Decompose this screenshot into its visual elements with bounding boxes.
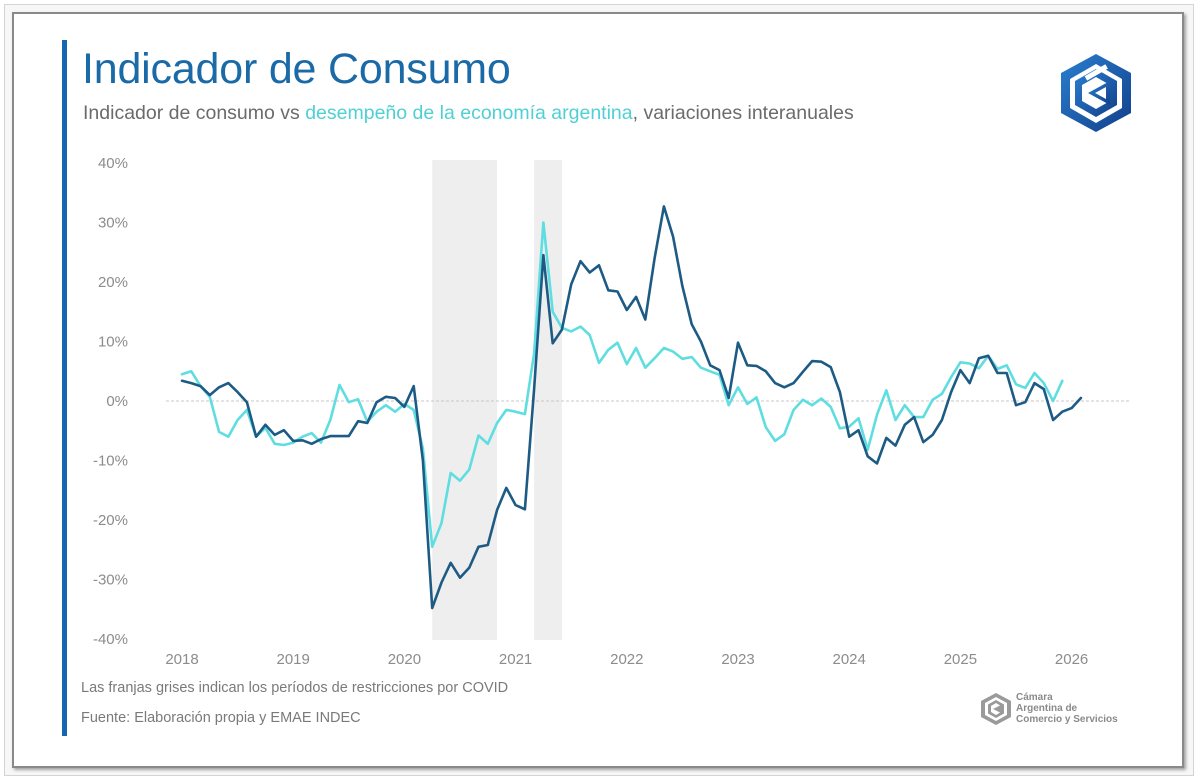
x-tick-label: 2026 [1055, 651, 1088, 668]
series-group [180, 205, 1083, 610]
x-tick-label: 2023 [721, 651, 754, 668]
x-tick-label: 2019 [277, 651, 310, 668]
y-tick-label: 20% [98, 274, 128, 291]
y-tick-label: -10% [93, 453, 128, 470]
chart-title: Indicador de Consumo [82, 45, 511, 93]
y-tick-label: -30% [93, 572, 128, 589]
org-name-line: Argentina de [1016, 703, 1078, 714]
y-tick-label: -40% [93, 631, 128, 648]
subtitle-highlight: desempeño de la economía argentina [305, 102, 633, 124]
x-tick-label: 2025 [944, 651, 977, 668]
subtitle-text: Indicador de consumo vs [83, 102, 306, 124]
chart-subtitle: Indicador de consumo vs desempeño de la … [83, 102, 854, 124]
org-name-line: Comercio y Servicios [1016, 714, 1118, 725]
subtitle-text-end: , variaciones interanuales [632, 102, 854, 124]
x-tick-label: 2020 [388, 651, 421, 668]
org-name: Cámara Argentina de Comercio y Servicios [1016, 692, 1118, 725]
series-line-consumo [180, 205, 1083, 610]
x-tick-label: 2024 [833, 651, 866, 668]
x-tick-label: 2021 [499, 651, 532, 668]
covid-band-note: Las franjas grises indican los períodos … [81, 680, 509, 696]
covid-restriction-band [432, 160, 498, 640]
org-name-line: Cámara [1016, 692, 1053, 703]
covid-restriction-band [534, 160, 562, 640]
chart-card [12, 12, 1184, 768]
covid-bands [432, 160, 562, 640]
y-axis-ticks: 40% 30% 20% 10% 0% -10% -20% -30% -40% [93, 155, 128, 648]
y-tick-label: -20% [93, 512, 128, 529]
x-tick-label: 2022 [610, 651, 643, 668]
y-tick-label: 0% [106, 393, 128, 410]
org-logo-icon [981, 693, 1011, 725]
source-note: Fuente: Elaboración propia y EMAE INDEC [81, 710, 361, 726]
y-tick-label: 30% [98, 215, 128, 232]
series-line-emae [180, 221, 1064, 549]
y-tick-label: 40% [98, 155, 128, 172]
accent-bar [62, 40, 67, 736]
x-tick-label: 2018 [165, 651, 198, 668]
brand-logo-icon [1061, 54, 1131, 132]
y-tick-label: 10% [98, 334, 128, 351]
x-axis-ticks: 2018 2019 2020 2021 2022 2023 2024 2025 2026 [165, 651, 1088, 668]
